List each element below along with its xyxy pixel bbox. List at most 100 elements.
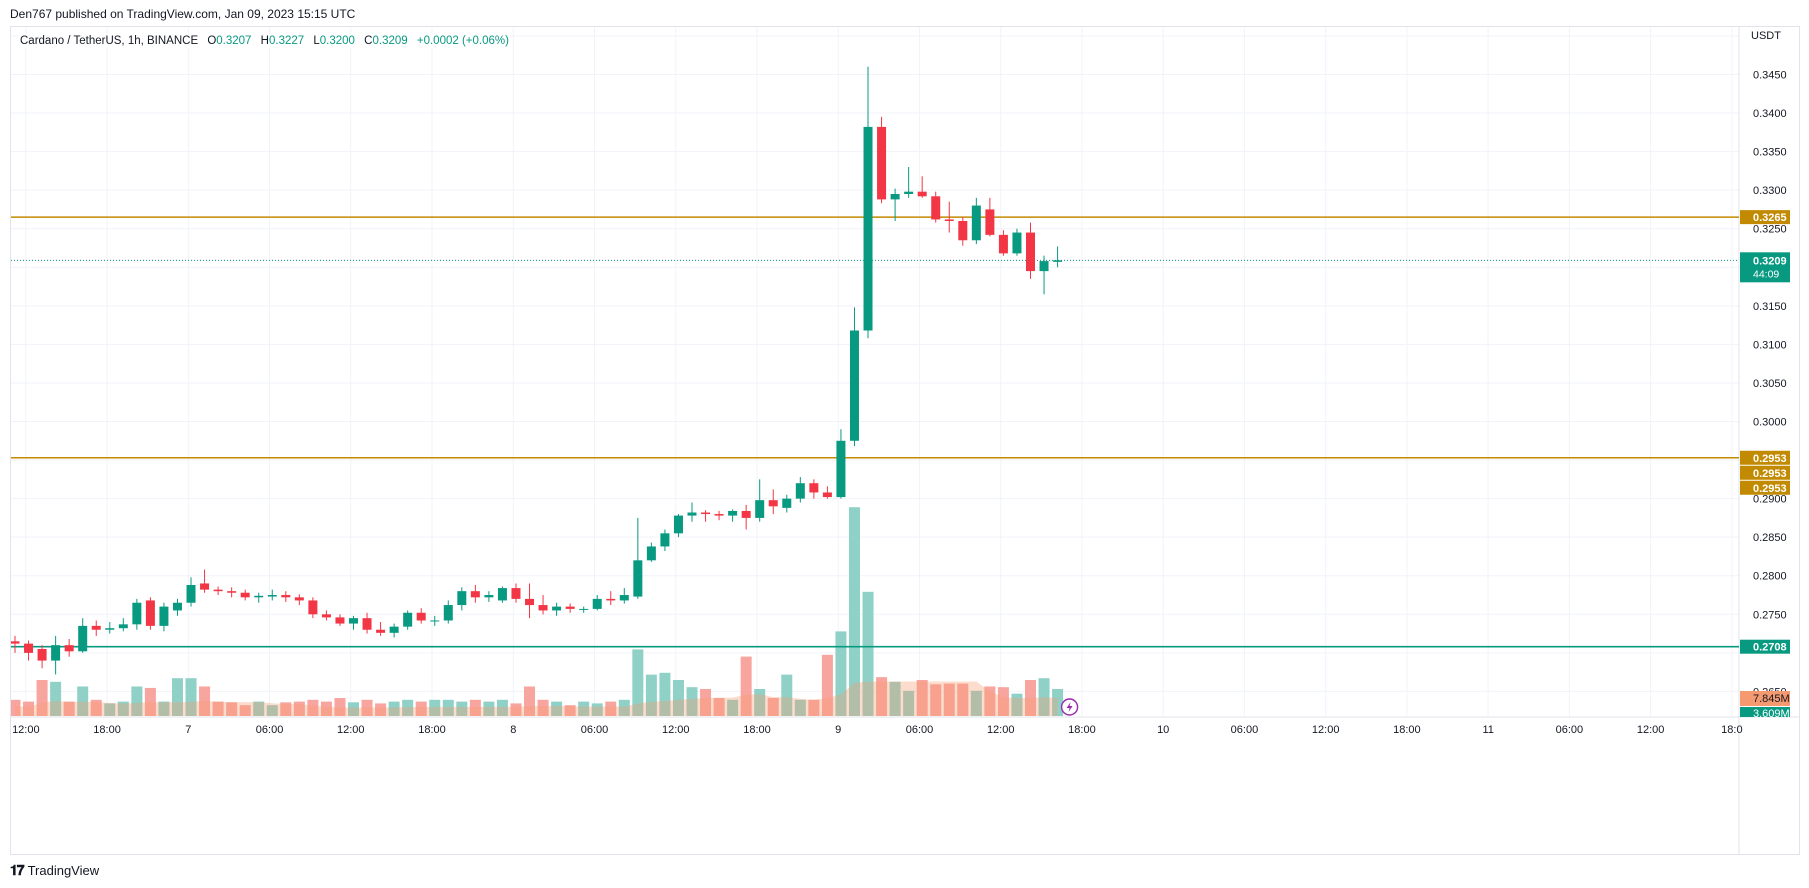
candle-body bbox=[741, 510, 751, 518]
candle-body bbox=[64, 645, 74, 652]
volume-bar bbox=[930, 684, 942, 716]
candle bbox=[755, 479, 765, 522]
countdown-label: 44:09 bbox=[1753, 268, 1779, 280]
volume-bar bbox=[618, 699, 630, 716]
candle bbox=[673, 514, 683, 538]
candle-body bbox=[321, 614, 331, 618]
volume-bar bbox=[754, 689, 766, 716]
volume-bar bbox=[226, 702, 238, 716]
candle bbox=[538, 595, 548, 615]
price-tick-label: 0.3300 bbox=[1753, 185, 1787, 197]
volume-bar bbox=[361, 699, 373, 716]
candle-body bbox=[430, 620, 440, 622]
time-tick-label: 18:00 bbox=[418, 724, 446, 736]
candle-body bbox=[714, 514, 724, 516]
candle bbox=[971, 197, 981, 245]
price-tick-label: 0.3250 bbox=[1753, 224, 1787, 236]
volume-bar bbox=[496, 699, 508, 716]
candle-body bbox=[619, 595, 629, 601]
candle bbox=[741, 504, 751, 530]
candle-body bbox=[132, 602, 142, 625]
candle-body bbox=[687, 512, 697, 516]
candle bbox=[145, 597, 155, 630]
volume-bar bbox=[199, 686, 211, 716]
time-tick-label: 8 bbox=[510, 724, 516, 736]
candle bbox=[565, 603, 575, 613]
footer-brand[interactable]: 𝟏𝟕 TradingView bbox=[10, 862, 99, 879]
candle-body bbox=[389, 626, 399, 633]
candle-body bbox=[985, 209, 995, 235]
candle-body bbox=[701, 512, 711, 515]
time-tick-label: 9 bbox=[835, 724, 841, 736]
candle-body bbox=[525, 598, 535, 606]
candle-body bbox=[78, 625, 88, 652]
candle bbox=[998, 230, 1008, 256]
volume-bar bbox=[984, 686, 996, 716]
candle-body bbox=[484, 595, 494, 598]
candle-body bbox=[172, 602, 182, 611]
volume-bar bbox=[63, 701, 75, 716]
volume-bar bbox=[266, 705, 278, 716]
volume-bar bbox=[239, 705, 251, 716]
candle-body bbox=[105, 628, 115, 630]
symbol-name: Cardano / TetherUS, 1h, BINANCE bbox=[20, 35, 199, 47]
candle bbox=[714, 510, 724, 521]
volume-bar bbox=[320, 701, 332, 716]
candle bbox=[294, 594, 304, 606]
volume-bar bbox=[659, 672, 671, 716]
candle bbox=[335, 614, 345, 626]
candle-body bbox=[673, 515, 683, 534]
candle-body bbox=[836, 440, 846, 498]
last-price-tag-bg bbox=[1740, 252, 1790, 283]
level-label-extra-bg bbox=[1740, 480, 1790, 495]
volume-bar bbox=[713, 698, 725, 716]
candle-body bbox=[200, 583, 210, 590]
candle bbox=[321, 610, 331, 621]
time-tick-label: 12:00 bbox=[987, 724, 1015, 736]
level-label-0.3265: 0.3265 bbox=[1753, 212, 1787, 224]
low-label: L bbox=[313, 35, 320, 47]
candle-body bbox=[890, 193, 900, 200]
lightning-icon bbox=[1060, 698, 1079, 716]
candle-body bbox=[51, 645, 61, 661]
volume-bar bbox=[903, 690, 915, 716]
candle bbox=[985, 197, 995, 237]
candle bbox=[281, 591, 291, 602]
low-value: 0.3200 bbox=[319, 35, 355, 47]
volume-bar bbox=[605, 701, 617, 716]
candle-body bbox=[917, 191, 927, 197]
candle bbox=[728, 509, 738, 522]
time-tick-label: 18:0 bbox=[1721, 724, 1742, 736]
tradingview-logo-icon: 𝟏𝟕 bbox=[10, 862, 25, 878]
volume-ma-area bbox=[15, 681, 1058, 716]
volume-bar bbox=[11, 699, 21, 716]
volume-bar bbox=[672, 680, 684, 716]
candle-body bbox=[240, 592, 250, 598]
time-tick-label: 06:00 bbox=[581, 724, 609, 736]
candle-body bbox=[877, 126, 887, 200]
candle bbox=[51, 635, 61, 675]
candle bbox=[443, 600, 453, 624]
candle-body bbox=[267, 595, 277, 597]
candle-body bbox=[1012, 232, 1022, 254]
candle bbox=[403, 610, 413, 630]
candle bbox=[11, 635, 20, 653]
candle bbox=[958, 217, 968, 246]
candle bbox=[606, 591, 616, 606]
candle bbox=[1039, 255, 1049, 295]
candle-body bbox=[37, 649, 47, 661]
time-tick-label: 11 bbox=[1482, 724, 1493, 736]
time-tick-label: 06:00 bbox=[1231, 724, 1259, 736]
volume-bar bbox=[442, 699, 454, 716]
volume-bar bbox=[578, 701, 590, 716]
high-value: 0.3227 bbox=[268, 35, 305, 47]
candle bbox=[172, 598, 182, 616]
candle-body bbox=[592, 598, 602, 609]
candle-body bbox=[349, 618, 358, 624]
volume-last-label: 3.609M bbox=[1753, 708, 1790, 720]
volume-bar bbox=[1025, 680, 1036, 716]
candle bbox=[37, 645, 47, 669]
price-chart[interactable]: 0.3450 0.3400 0.3350 0.3300 0.3250 0.3150 0.31… bbox=[11, 27, 1799, 854]
volume-bar bbox=[171, 678, 183, 716]
candle-body bbox=[809, 483, 819, 493]
